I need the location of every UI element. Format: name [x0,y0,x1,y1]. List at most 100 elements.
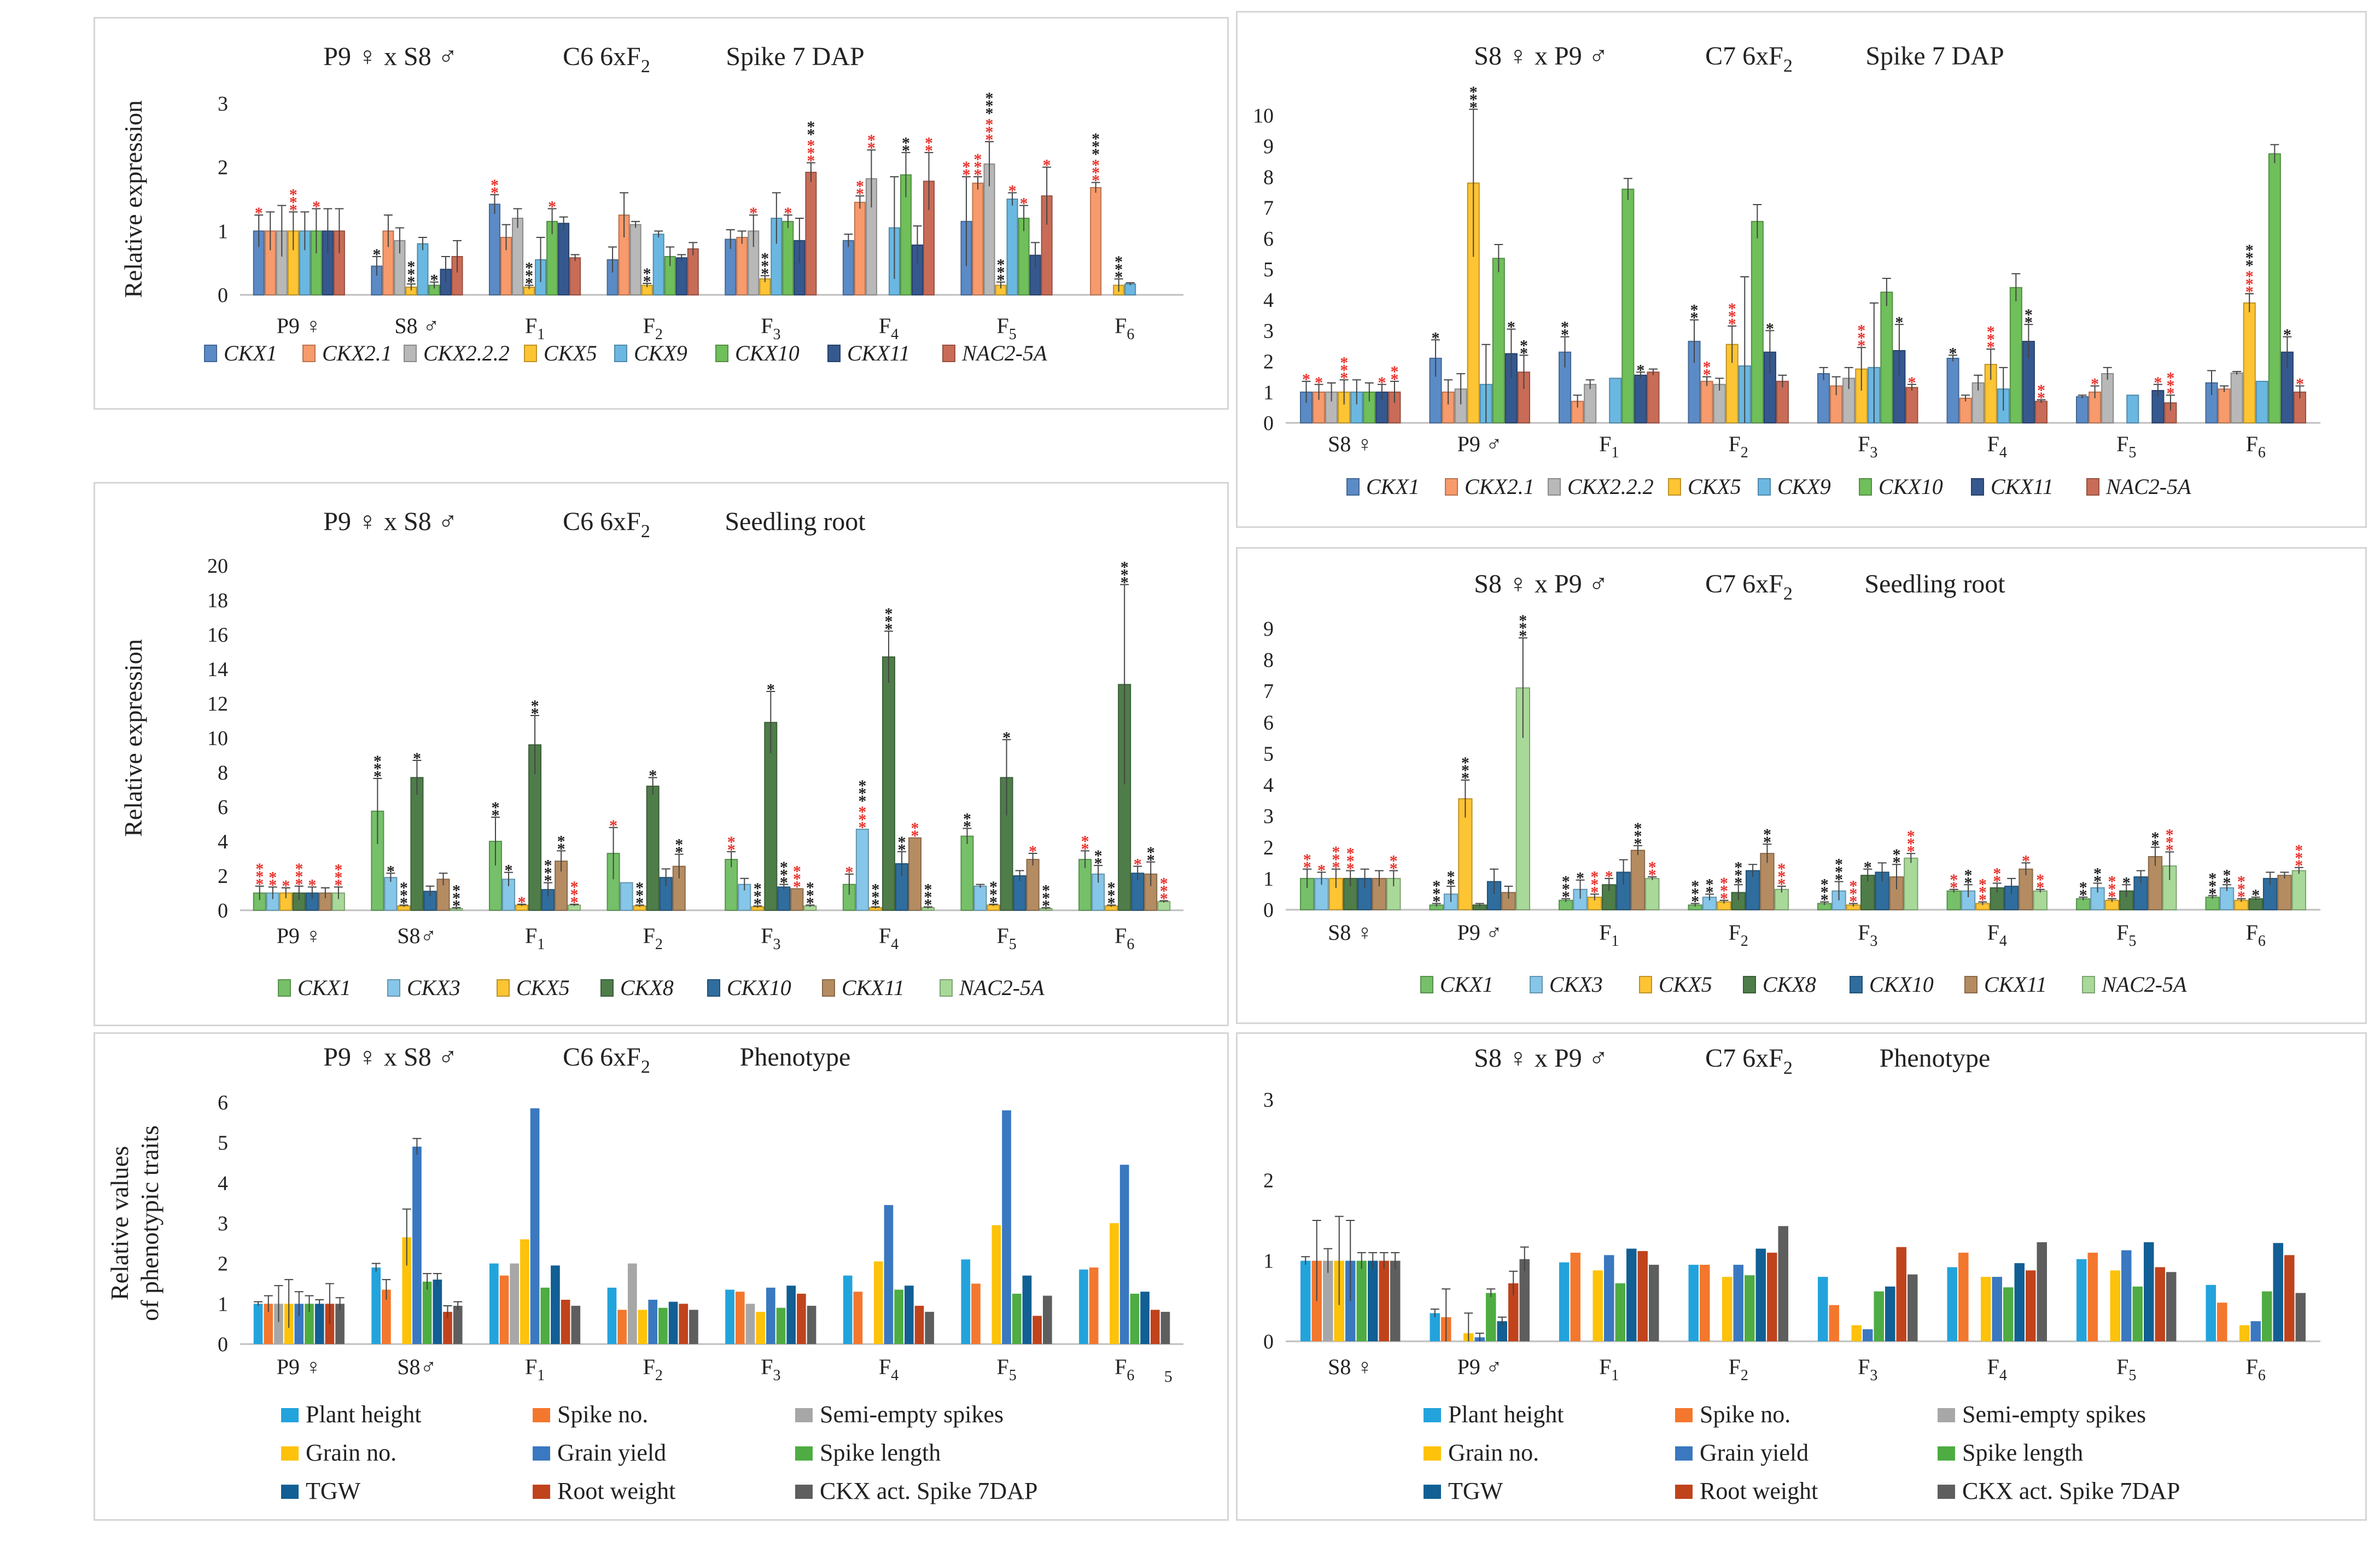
legend-swatch [1424,1408,1441,1422]
significance-mark: * [2208,885,2216,903]
legend-label: CKX11 [842,975,905,1000]
bar-ckx1 [2076,396,2089,423]
chart-title-cross: S8 ♀ x P9 ♂ [1474,1044,1608,1073]
legend-label: CKX2.1 [1465,474,1535,499]
bar-spike-length [1012,1293,1022,1344]
bar-ckx-act-spike-7dap [453,1306,463,1344]
significance-mark: * [1081,832,1089,850]
significance-mark: * [1835,863,1843,881]
bar-spike-no- [853,1292,863,1344]
bar-ckx11 [1634,374,1647,424]
legend-swatch [533,1408,550,1422]
legend-label: CKX10 [727,975,791,1000]
significance-mark: * [308,876,316,894]
bar-nac2-5a [1515,687,1530,910]
bar-ckx2-1 [854,201,866,296]
significance-mark: * [856,185,864,203]
bar-semi-empty-spikes [510,1263,520,1344]
significance-mark: * [2166,376,2174,394]
bar-root-weight [2025,1270,2036,1341]
bar-ckx2-1 [972,182,984,296]
significance-mark: * [974,158,982,176]
legend-swatch [1938,1408,1955,1422]
bar-spike-length [1744,1275,1755,1341]
significance-mark: * [531,697,539,715]
legend-label: NAC2-5A [2101,972,2187,997]
significance-mark: * [452,889,460,907]
significance-mark: * [548,198,556,216]
y-tick-label: 10 [207,727,228,750]
bar-grain-no- [1592,1270,1603,1341]
x-tick-label: F4 [1987,432,2007,461]
chart-title-line: C6 6xF2 [563,507,650,542]
significance-mark: * [749,204,757,222]
bar-ckx5 [2243,302,2256,423]
legend-swatch [302,345,316,362]
y-tick-label: 0 [1263,412,1274,435]
bar-semi-empty-spikes [274,1304,283,1344]
bar-grain-no- [756,1312,765,1344]
x-tick-label: F2 [1729,1354,1748,1384]
significance-mark: * [407,258,415,276]
significance-mark: * [430,271,438,289]
significance-mark: * [2208,869,2216,887]
significance-mark: * [1107,887,1116,905]
x-tick-label: F3 [761,313,780,343]
significance-mark: * [989,886,998,904]
bar-ckx-act-spike-7dap [335,1304,345,1344]
significance-mark: * [1390,363,1398,381]
significance-mark: * [1461,761,1469,780]
significance-mark: * [902,134,910,152]
y-tick-label: 1 [218,220,228,243]
bar-grain-yield [412,1147,422,1344]
chart-c6-phenotype: P9 ♀ x S8 ♂ C6 6xF2 Phenotype Relative valu… [106,1043,1183,1504]
significance-mark: * [1447,875,1455,893]
legend-label: Plant height [1448,1401,1564,1428]
legend-label: Spike length [820,1439,941,1466]
legend-swatch [940,979,953,997]
significance-mark: * [2245,241,2254,259]
bar-grain-yield [1002,1110,1011,1344]
significance-mark: * [1317,861,1326,879]
significance-mark: * [518,893,526,911]
significance-mark: * [1115,260,1123,278]
significance-mark: * [924,881,932,899]
significance-mark: * [1002,729,1011,747]
bar-tgw [433,1280,442,1344]
bar-ckx-act-spike-7dap [1907,1274,1918,1341]
y-tick-label: 2 [1263,351,1274,374]
x-tick-label: F1 [1599,920,1619,950]
bar-ckx11 [1026,859,1040,911]
bar-nac2-5a [1645,877,1660,911]
bar-ckx2-1 [1700,381,1713,424]
significance-mark: * [1094,854,1102,873]
y-tick-label: 4 [218,830,228,853]
significance-mark: * [1121,574,1129,592]
significance-mark: * [1777,860,1786,878]
x-tick-label: F5 [2116,1354,2136,1384]
bar-root-weight [443,1312,452,1344]
bar-ckx8 [1860,875,1875,911]
legend-label: Root weight [1700,1478,1818,1504]
x-tick-label: F6 [1115,313,1134,343]
significance-mark: * [544,857,552,875]
bar-nac2-5a [2033,890,2048,911]
significance-mark: * [1121,566,1129,584]
bar-spike-no- [1700,1265,1710,1341]
significance-mark: * [2296,375,2304,393]
chart-title-cross: P9 ♀ x S8 ♂ [323,42,457,71]
significance-mark: * [2166,384,2174,402]
significance-mark: * [334,876,342,894]
significance-mark: * [1821,876,1829,894]
x-tick-label: F2 [1729,432,1748,461]
significance-mark: * [871,881,879,899]
chart-c6-root-expression: P9 ♀ x S8 ♂ C6 6xF2 Seedling root Relative … [119,507,1183,1000]
significance-mark: * [2223,866,2231,884]
significance-mark: * [1766,319,1774,338]
significance-mark: * [1042,889,1050,907]
significance-mark: * [557,832,565,850]
significance-mark: * [989,893,998,911]
significance-mark: * [2037,389,2045,407]
significance-mark: * [2022,852,2030,870]
bar-ckx-act-spike-7dap [1648,1265,1659,1341]
